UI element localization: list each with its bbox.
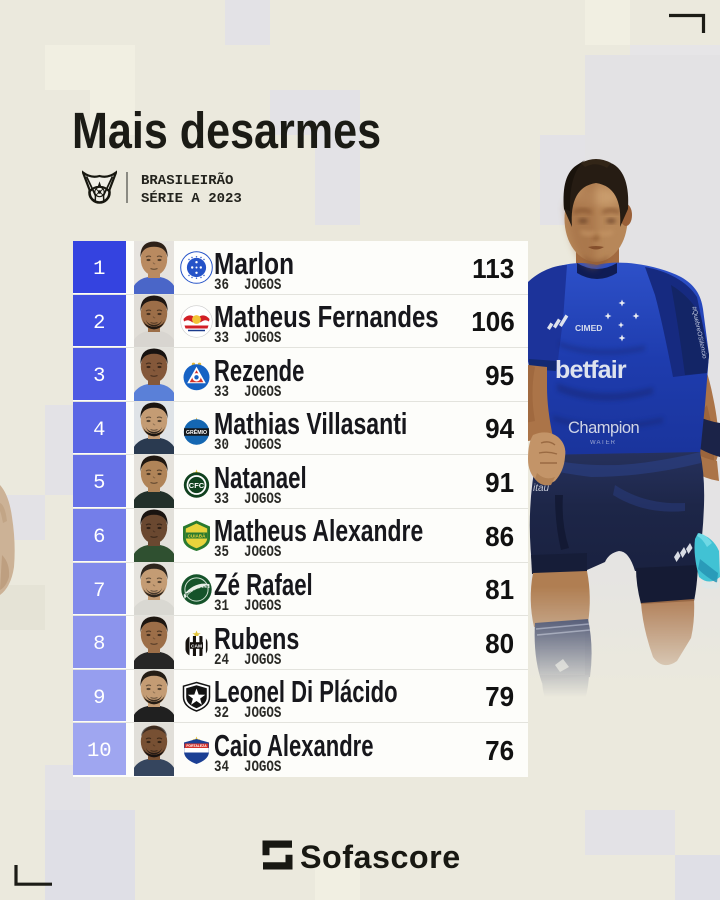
svg-text:GRÊMIO: GRÊMIO	[186, 428, 207, 436]
svg-text:itaú: itaú	[533, 483, 550, 494]
svg-text:CAM: CAM	[191, 644, 202, 650]
svg-text:CFC: CFC	[189, 481, 205, 490]
svg-text:Champion: Champion	[568, 419, 640, 437]
svg-text:betfair: betfair	[555, 356, 627, 384]
svg-text:FORTALEZA: FORTALEZA	[186, 744, 207, 748]
svg-text:CIMED: CIMED	[575, 323, 602, 333]
svg-text:CUIABÁ: CUIABÁ	[188, 532, 207, 538]
svg-text:WATER: WATER	[590, 440, 616, 446]
